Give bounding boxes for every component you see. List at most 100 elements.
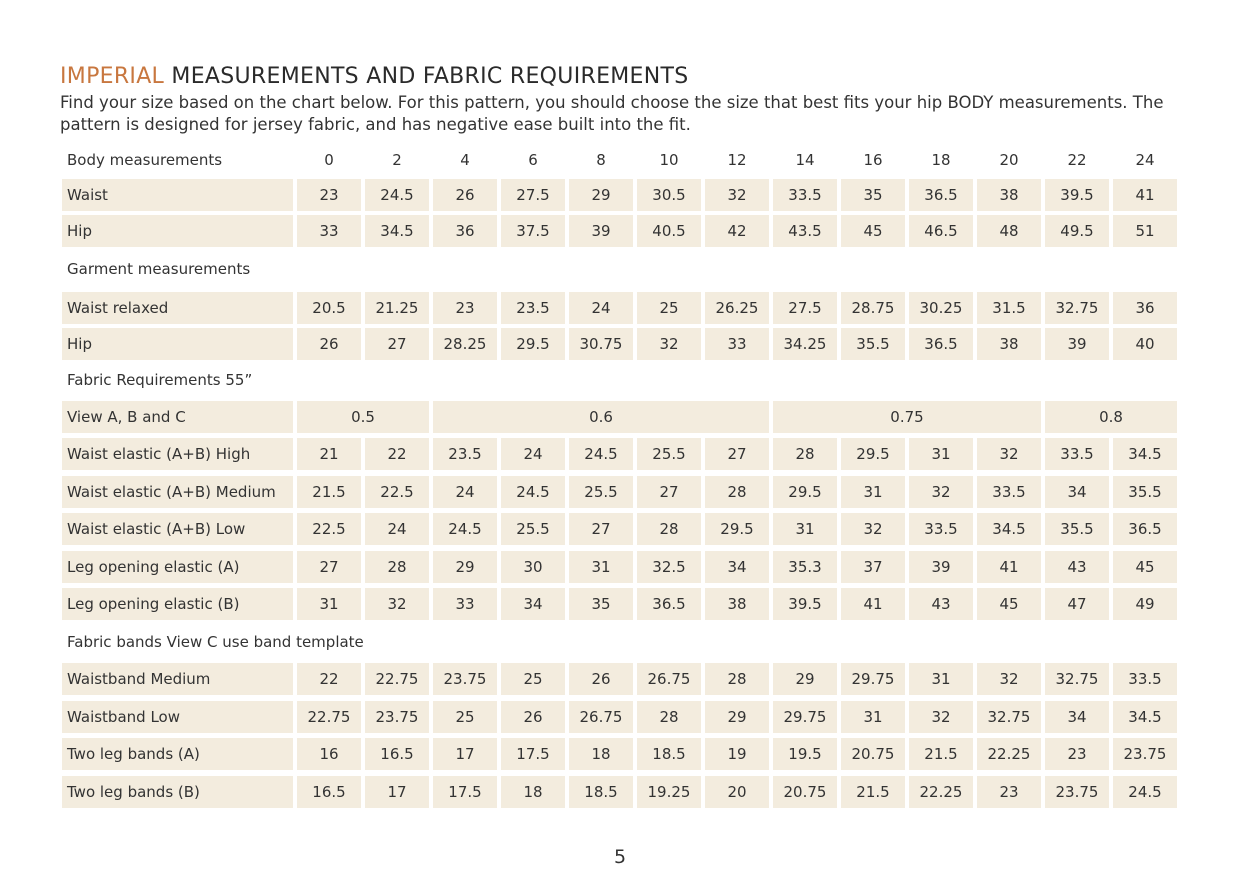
table-cell: 31 — [909, 438, 973, 470]
section-heading: Fabric bands View C use band template — [67, 633, 364, 651]
table-cell: 28 — [705, 476, 769, 508]
table-cell: 35.5 — [1113, 476, 1177, 508]
table-cell: 24.5 — [1113, 776, 1177, 808]
table-cell: 32 — [841, 513, 905, 545]
table-cell: 26 — [501, 701, 565, 733]
row-label: Waistband Medium — [62, 663, 293, 695]
table-cell: 18 — [569, 738, 633, 770]
table-cell: 46.5 — [909, 215, 973, 247]
table-cell: 36 — [1113, 292, 1177, 324]
intro: Find your size based on the chart below.… — [60, 93, 1164, 134]
size-header: 12 — [727, 151, 747, 169]
table-cell: 38 — [705, 588, 769, 620]
size-header: 0 — [324, 151, 334, 169]
size-header: 24 — [1135, 151, 1155, 169]
table-cell: 19.25 — [637, 776, 701, 808]
table-cell: 19.5 — [773, 738, 837, 770]
table-cell: 31 — [569, 551, 633, 583]
table-cell: 24.5 — [501, 476, 565, 508]
table-cell: 39 — [569, 215, 633, 247]
table-cell: 35 — [841, 179, 905, 211]
table-cell: 36.5 — [1113, 513, 1177, 545]
table-cell: 32 — [637, 328, 701, 360]
section-heading: Garment measurements — [67, 260, 251, 278]
row-label: Two leg bands (B) — [62, 776, 293, 808]
table-cell: 27 — [365, 328, 429, 360]
table-cell: 21 — [297, 438, 361, 470]
table-cell: 23 — [297, 179, 361, 211]
table-cell: 23.75 — [1113, 738, 1177, 770]
section-heading: Body measurements — [67, 151, 223, 169]
title-text: MEASUREMENTS AND FABRIC REQUIREMENTS — [171, 64, 689, 89]
table-cell: 31 — [773, 513, 837, 545]
table-cell: 34.5 — [1113, 438, 1177, 470]
table-cell: 16.5 — [365, 738, 429, 770]
table-cell: 35 — [569, 588, 633, 620]
table-cell: 28 — [705, 663, 769, 695]
table-cell: 32 — [977, 663, 1041, 695]
table-cell: 24 — [433, 476, 497, 508]
table-cell: 34.5 — [977, 513, 1041, 545]
table-cell: 48 — [977, 215, 1041, 247]
table-cell: 23.75 — [1045, 776, 1109, 808]
table-cell: 40.5 — [637, 215, 701, 247]
table-cell: 39 — [1045, 328, 1109, 360]
table-cell: 33.5 — [977, 476, 1041, 508]
table-cell: 26 — [297, 328, 361, 360]
table-cell: 16.5 — [297, 776, 361, 808]
table-cell: 24 — [365, 513, 429, 545]
table-cell: 17 — [365, 776, 429, 808]
spanned-cell: 0.5 — [297, 401, 429, 433]
table-cell: 34 — [1045, 476, 1109, 508]
table-cell: 32 — [909, 476, 973, 508]
table-cell: 27 — [705, 438, 769, 470]
table-cell: 22.25 — [977, 738, 1041, 770]
size-header: 4 — [460, 151, 470, 169]
table-cell: 34.5 — [1113, 701, 1177, 733]
table-cell: 22.5 — [297, 513, 361, 545]
table-cell: 25 — [433, 701, 497, 733]
table-cell: 20.75 — [841, 738, 905, 770]
table-cell: 41 — [977, 551, 1041, 583]
table-cell: 43.5 — [773, 215, 837, 247]
table-cell: 24.5 — [365, 179, 429, 211]
spanned-cell: 0.6 — [433, 401, 769, 433]
table-cell: 49 — [1113, 588, 1177, 620]
table-cell: 21.5 — [841, 776, 905, 808]
table-cell: 22.75 — [297, 701, 361, 733]
table-cell: 38 — [977, 179, 1041, 211]
table-cell: 32 — [909, 701, 973, 733]
row-label: Hip — [62, 328, 293, 360]
table-cell: 26 — [569, 663, 633, 695]
table-cell: 27 — [297, 551, 361, 583]
table-cell: 23 — [433, 292, 497, 324]
table-cell: 36.5 — [909, 179, 973, 211]
row-label: Leg opening elastic (A) — [62, 551, 293, 583]
table-cell: 32 — [977, 438, 1041, 470]
table-cell: 33 — [705, 328, 769, 360]
table-cell: 32 — [365, 588, 429, 620]
table-cell: 41 — [841, 588, 905, 620]
table-cell: 35.5 — [1045, 513, 1109, 545]
table-cell: 33 — [433, 588, 497, 620]
table-cell: 24.5 — [433, 513, 497, 545]
table-cell: 39 — [909, 551, 973, 583]
table-cell: 28 — [773, 438, 837, 470]
table-cell: 23.5 — [501, 292, 565, 324]
table-cell: 34.25 — [773, 328, 837, 360]
table-cell: 30.25 — [909, 292, 973, 324]
row-label: Waist — [62, 179, 293, 211]
table-cell: 33 — [297, 215, 361, 247]
table-cell: 17.5 — [501, 738, 565, 770]
table-cell: 28.25 — [433, 328, 497, 360]
size-header: 8 — [596, 151, 606, 169]
table-cell: 32.75 — [1045, 292, 1109, 324]
table-cell: 25 — [501, 663, 565, 695]
section-heading: Fabric Requirements 55” — [67, 371, 253, 389]
table-cell: 37.5 — [501, 215, 565, 247]
table-cell: 23 — [977, 776, 1041, 808]
table-cell: 31 — [841, 701, 905, 733]
table-cell: 29.5 — [501, 328, 565, 360]
row-label: View A, B and C — [62, 401, 293, 433]
